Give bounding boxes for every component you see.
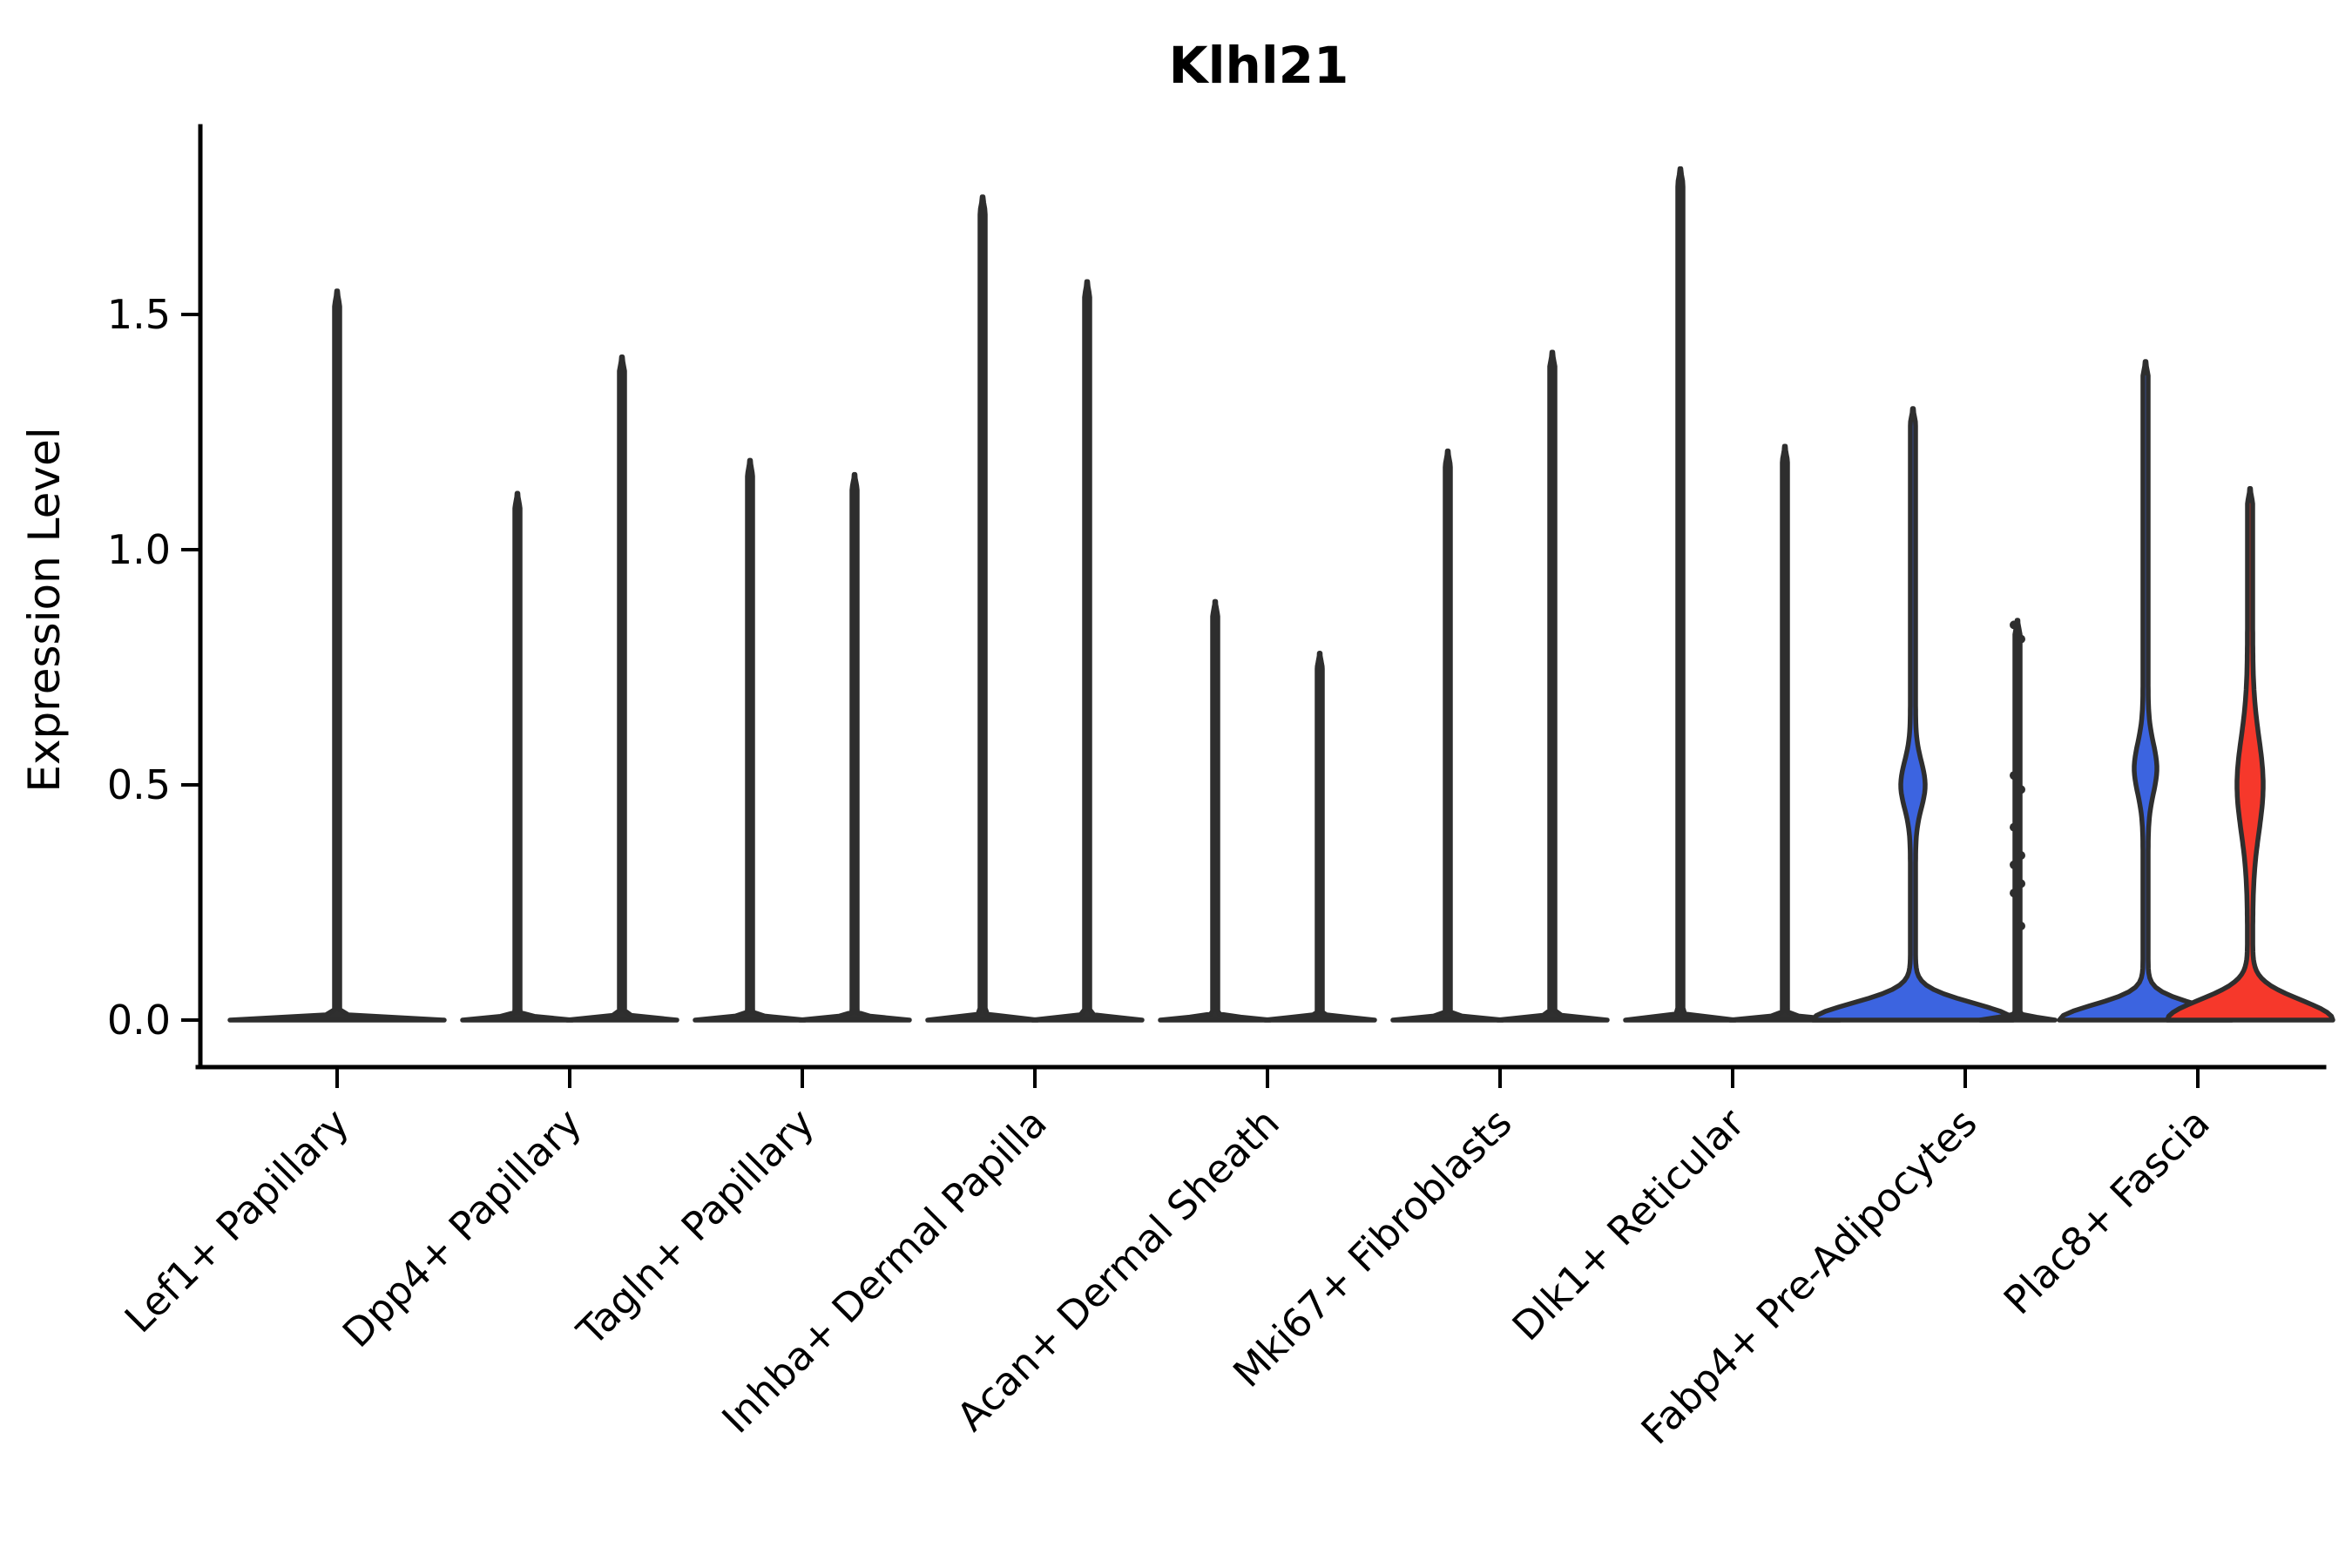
violin-5-2 [1262,651,1377,1023]
violins-layer [227,166,2335,1023]
violin-8-1 [1810,406,2016,1023]
violin-2-2 [564,354,679,1023]
violin-4-2 [1030,279,1145,1023]
x-axis-ticks [335,1067,2200,1088]
y-axis-ticks [181,313,200,1022]
violin-5-1 [1158,598,1273,1023]
jitter-point [2010,860,2018,869]
violin-6-1 [1390,448,1505,1023]
jitter-point [2010,822,2018,832]
jitter-point [2010,771,2018,781]
y-tick-label: 1.5 [107,291,171,338]
y-tick-label: 1.0 [107,526,171,573]
violin-9-2 [2165,486,2335,1023]
violin-6-2 [1495,349,1610,1023]
violin-7-2 [1727,443,1842,1023]
violin-7-1 [1623,166,1738,1023]
x-category-label: Dlk1+ Reticular [1504,1099,1754,1349]
x-category-label: Lef1+ Papillary [116,1099,358,1342]
jitter-point [2017,879,2025,889]
jitter-point [2017,922,2025,930]
violin-3-2 [797,471,912,1023]
violin-8-2 [1977,618,2058,1023]
jitter-point [2017,785,2025,794]
jitter-point [2010,620,2018,630]
violin-2-1 [460,490,575,1023]
jitter-point [2010,889,2018,898]
violin-3-1 [693,457,808,1023]
x-category-label: Plac8+ Fascia [1995,1099,2219,1323]
violin-9-1 [2057,359,2234,1023]
y-tick-label: 0.0 [107,997,171,1044]
jitter-point [2017,634,2025,644]
y-tick-label: 0.5 [107,761,171,808]
jitter-point [2017,851,2025,860]
violin-4-1 [925,194,1040,1023]
y-axis-label: Expression Level [19,427,70,792]
plot-title: Klhl21 [1169,36,1349,95]
violin-1-1 [227,288,447,1023]
x-category-label: Tagln+ Papillary [568,1099,823,1355]
x-category-label: Dpp4+ Papillary [334,1099,591,1356]
